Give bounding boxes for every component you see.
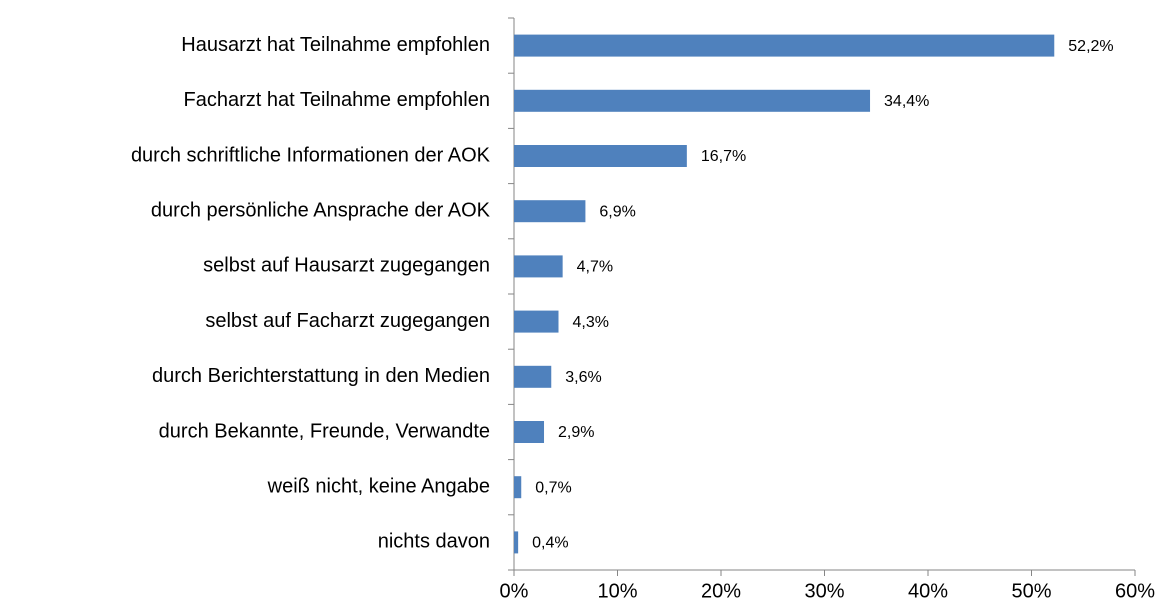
value-label: 6,9% [599, 203, 635, 220]
bar [514, 145, 687, 167]
bar [514, 89, 871, 112]
category-label: Facharzt hat Teilnahme empfohlen [184, 89, 490, 111]
category-label: selbst auf Hausarzt zugegangen [203, 255, 490, 277]
x-tick-label: 20% [701, 580, 741, 602]
value-label: 34,4% [884, 93, 929, 110]
bar [514, 255, 563, 278]
x-tick-label: 60% [1115, 580, 1155, 602]
category-label: selbst auf Facharzt zugegangen [205, 310, 490, 332]
bar [514, 531, 519, 554]
category-label: durch persönliche Ansprache der AOK [151, 199, 491, 221]
value-label: 16,7% [701, 148, 746, 165]
x-tick-label: 50% [1011, 580, 1051, 602]
value-label: 2,9% [558, 424, 594, 441]
x-tick-label: 40% [908, 580, 948, 602]
category-label: durch Bekannte, Freunde, Verwandte [159, 420, 490, 442]
x-tick-label: 30% [804, 580, 844, 602]
bar [514, 34, 1055, 57]
bar [514, 421, 545, 443]
bar [514, 310, 559, 333]
value-label: 4,3% [573, 314, 609, 331]
bar [514, 365, 552, 388]
value-label: 3,6% [565, 369, 601, 386]
bar [514, 200, 586, 223]
category-label: weiß nicht, keine Angabe [267, 475, 490, 497]
category-label: durch schriftliche Informationen der AOK [131, 144, 491, 166]
bar [514, 476, 522, 499]
category-label: Hausarzt hat Teilnahme empfohlen [181, 34, 490, 56]
x-tick-label: 10% [597, 580, 637, 602]
value-label: 0,4% [532, 535, 568, 552]
value-label: 4,7% [577, 259, 613, 276]
category-label: durch Berichterstattung in den Medien [152, 365, 490, 387]
x-tick-label: 0% [500, 580, 529, 602]
value-label: 0,7% [535, 479, 571, 496]
category-label: nichts davon [378, 531, 490, 553]
value-label: 52,2% [1068, 38, 1113, 55]
